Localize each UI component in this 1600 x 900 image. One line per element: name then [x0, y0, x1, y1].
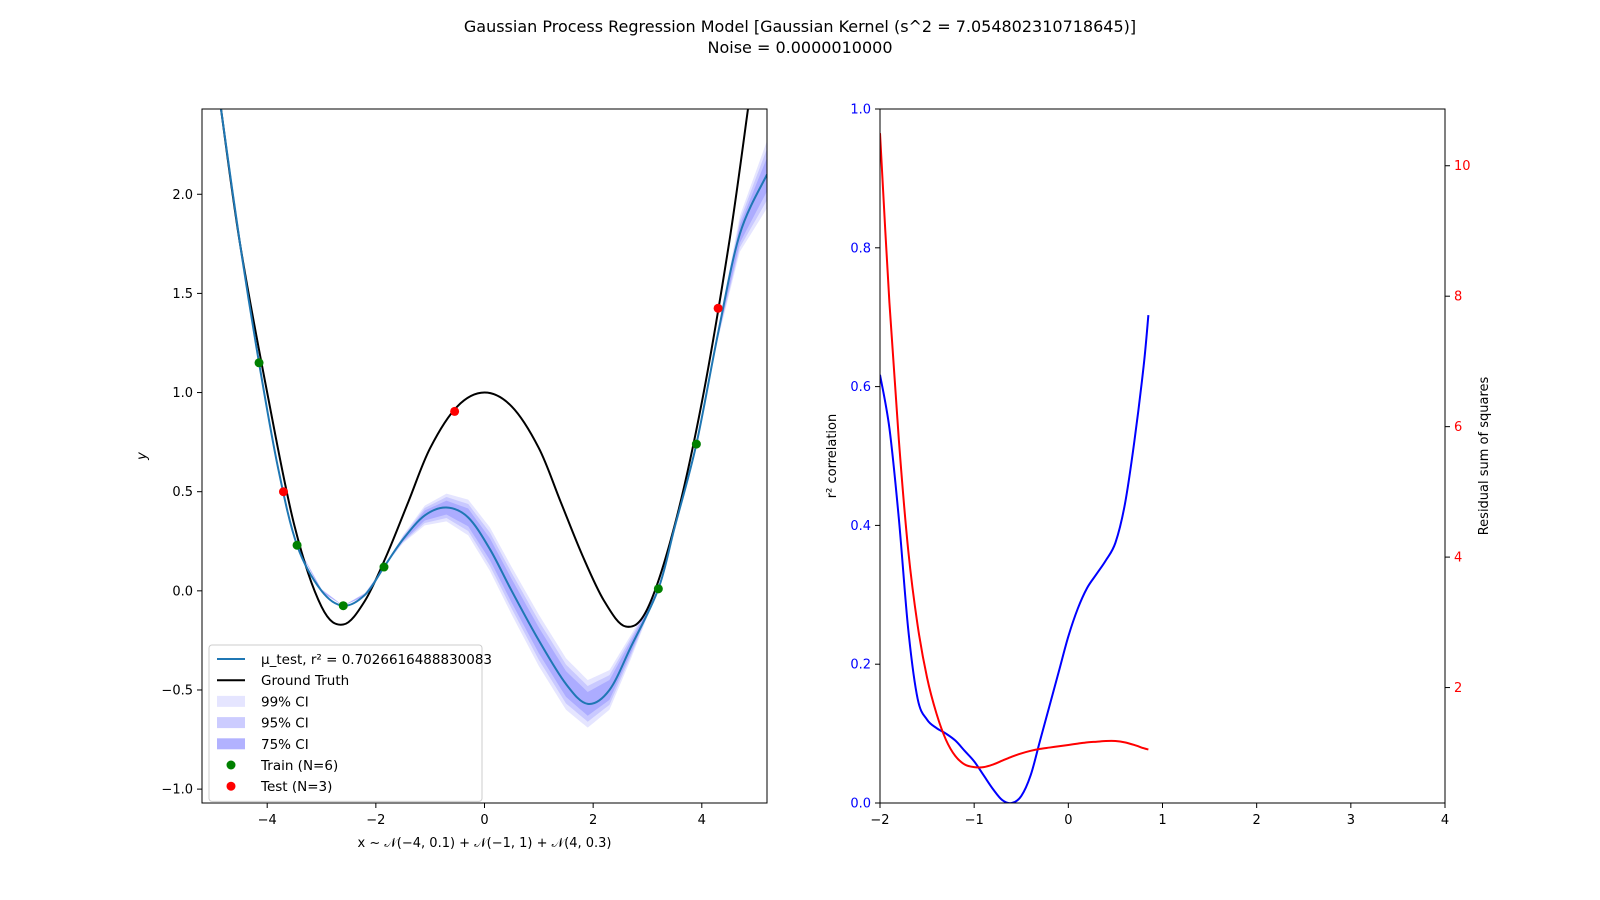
x-tick-label: 2 [1253, 813, 1261, 828]
y-axis-label: y [135, 452, 150, 461]
left-y-tick-label: 0.6 [850, 380, 871, 395]
legend-label: 99% CI [261, 694, 309, 710]
train-point [254, 358, 264, 368]
x-axis-label: x ~ 𝒩(−4, 0.1) + 𝒩(−1, 1) + 𝒩(4, 0.3) [358, 836, 612, 851]
legend-label: Test (N=3) [260, 779, 332, 795]
legend-patch-swatch [217, 738, 245, 750]
plot-area [880, 109, 1445, 803]
y-tick-label: −1.0 [161, 783, 193, 798]
r2-rss-plot: −2 −1 0 1 2 3 4 0.0 0.2 0.4 0.6 0.8 1.0 2 4 6 8 10 r² c… [825, 103, 1492, 829]
right-y-tick-label: 4 [1454, 551, 1462, 566]
legend-patch-swatch [217, 695, 245, 707]
x-tick-label: 4 [1441, 813, 1449, 828]
train-point [338, 601, 348, 611]
figure-title-line2: Noise = 0.0000010000 [707, 38, 892, 57]
train-point [691, 439, 701, 449]
left-y-tick-label: 0.8 [850, 241, 871, 256]
legend-label: μ_test, r² = 0.7026616488830083 [261, 652, 492, 668]
legend-box [208, 644, 483, 802]
x-tick-label: −2 [870, 813, 889, 828]
x-tick-label: 3 [1347, 813, 1355, 828]
y-tick-label: 1.0 [172, 386, 193, 401]
left-y-axis-label: r² correlation [825, 414, 840, 498]
x-tick-label: −4 [258, 813, 277, 828]
train-point [379, 562, 389, 572]
r2-correlation-line [880, 315, 1150, 803]
train-point [653, 584, 663, 594]
gp-regression-plot: −4 −2 0 2 4 −1.0 −0.5 0.0 0.5 1.0 1.5 2.0 x ~ 𝒩(−4… [135, 108, 768, 851]
x-tick-label: 0 [1064, 813, 1072, 828]
left-y-tick-label: 1.0 [850, 103, 871, 118]
legend-label: Ground Truth [261, 673, 349, 689]
left-y-tick-label: 0.4 [850, 519, 871, 534]
left-y-tick-label: 0.0 [850, 797, 871, 812]
y-tick-label: 0.5 [172, 485, 193, 500]
train-point [292, 540, 302, 550]
y-tick-label: 2.0 [172, 188, 193, 203]
x-tick-label: −1 [965, 813, 984, 828]
right-y-tick-label: 8 [1454, 290, 1462, 305]
test-point [713, 303, 723, 313]
x-tick-label: 2 [589, 813, 597, 828]
legend-dot-swatch [226, 760, 236, 770]
legend-label: 95% CI [261, 716, 309, 732]
legend-patch-swatch [217, 717, 245, 729]
legend-label: 75% CI [261, 737, 309, 753]
y-tick-label: −0.5 [161, 683, 193, 698]
legend-dot-swatch [226, 781, 236, 791]
rss-line [880, 133, 1149, 769]
right-y-tick-label: 2 [1454, 681, 1462, 696]
test-point [278, 487, 288, 497]
legend: μ_test, r² = 0.7026616488830083 Ground Tr… [208, 644, 492, 802]
figure-title-line1: Gaussian Process Regression Model [Gauss… [464, 17, 1136, 36]
test-point [450, 406, 460, 416]
x-tick-label: −2 [366, 813, 385, 828]
legend-label: Train (N=6) [260, 758, 338, 774]
right-y-axis-label: Residual sum of squares [1477, 376, 1492, 535]
mean-prediction-line [220, 109, 767, 705]
x-tick-label: 1 [1158, 813, 1166, 828]
right-y-tick-label: 6 [1454, 420, 1462, 435]
y-tick-label: 0.0 [172, 584, 193, 599]
left-y-tick-label: 0.2 [850, 658, 871, 673]
x-tick-label: 4 [698, 813, 706, 828]
x-tick-label: 0 [480, 813, 488, 828]
y-tick-label: 1.5 [172, 287, 193, 302]
right-y-tick-label: 10 [1454, 159, 1471, 174]
